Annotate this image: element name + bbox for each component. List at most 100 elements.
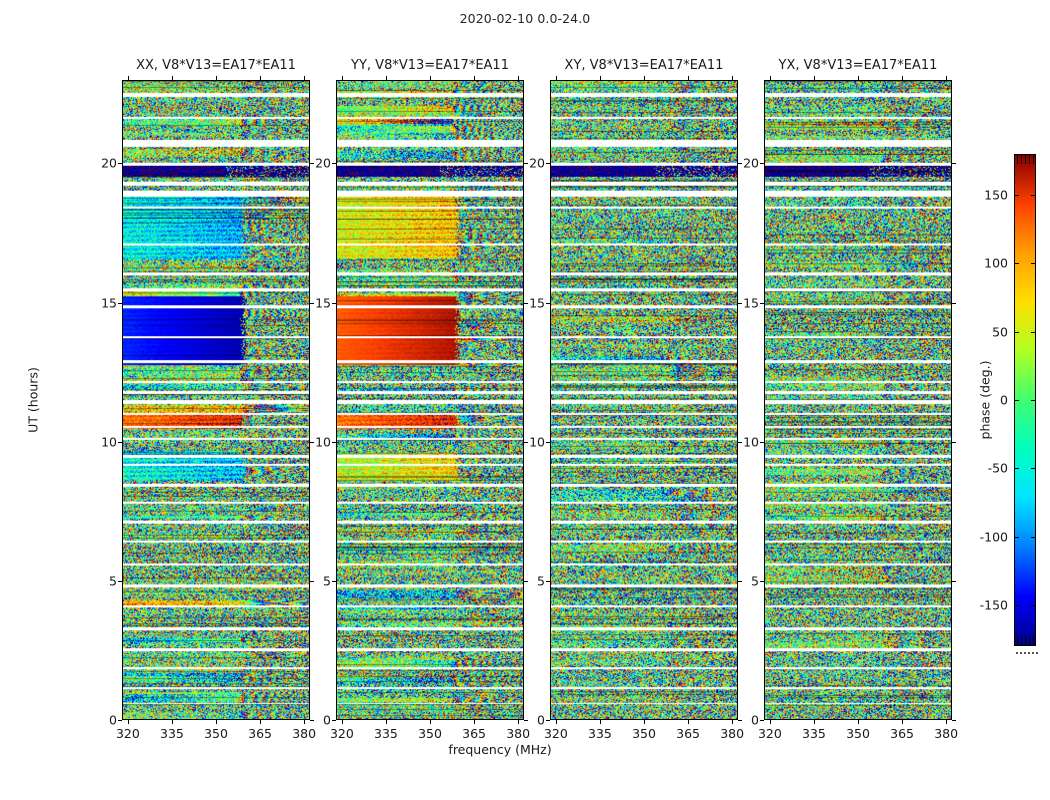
panel-title-yx: YX, V8*V13=EA17*EA11 bbox=[778, 58, 938, 73]
x-tick-mark bbox=[555, 76, 557, 80]
colorbar-tick-mark bbox=[1031, 195, 1036, 196]
y-tick-mark bbox=[310, 163, 314, 165]
x-tick-mark bbox=[385, 76, 387, 80]
y-tick-mark bbox=[118, 580, 122, 582]
y-tick-mark bbox=[738, 580, 742, 582]
y-tick-mark bbox=[332, 720, 336, 721]
y-tick-mark bbox=[952, 441, 956, 443]
x-tick-label: 365 bbox=[676, 726, 700, 741]
colorbar-tick-label: 50 bbox=[992, 324, 1008, 340]
plot-panel-xy[interactable]: XY, V8*V13=EA17*EA11 0 5 10 15 20 320 335 350 36… bbox=[529, 58, 744, 741]
y-tick-mark bbox=[738, 163, 742, 165]
y-tick-mark bbox=[952, 163, 956, 165]
axes-yy[interactable] bbox=[336, 80, 524, 720]
y-tick-mark bbox=[332, 441, 336, 443]
x-tick-mark bbox=[127, 76, 129, 80]
y-tick-mark bbox=[310, 580, 314, 582]
y-tick-label: 20 bbox=[743, 155, 759, 171]
x-tick-mark bbox=[341, 76, 343, 80]
y-tick-mark bbox=[118, 441, 122, 443]
colorbar-underflow-dots bbox=[1014, 651, 1038, 655]
y-tick-label: 0 bbox=[537, 712, 545, 728]
colorbar-tick-mark bbox=[1014, 195, 1019, 196]
y-tick-label: 5 bbox=[751, 573, 759, 589]
y-tick-mark bbox=[738, 720, 742, 721]
x-tick-label: 380 bbox=[720, 726, 745, 741]
y-tick-mark bbox=[332, 580, 336, 582]
x-tick-mark bbox=[946, 720, 948, 724]
x-tick-mark bbox=[518, 720, 520, 724]
colorbar-bottom-hatch bbox=[1014, 636, 1036, 646]
y-tick-label: 15 bbox=[315, 295, 331, 311]
y-tick-mark bbox=[546, 163, 550, 165]
colorbar-tick-mark bbox=[1031, 263, 1036, 265]
x-tick-mark bbox=[555, 720, 557, 724]
y-tick-mark bbox=[524, 720, 528, 721]
x-tick-mark bbox=[813, 76, 815, 80]
x-tick-label: 320 bbox=[115, 726, 140, 741]
colorbar-tick-mark bbox=[1014, 400, 1019, 401]
x-tick-mark bbox=[304, 720, 306, 724]
x-tick-label: 320 bbox=[543, 726, 568, 741]
x-tick-mark bbox=[599, 720, 601, 724]
x-tick-mark bbox=[260, 720, 262, 724]
x-tick-mark bbox=[688, 720, 690, 724]
axes-xx[interactable] bbox=[122, 80, 310, 720]
x-tick-mark bbox=[688, 76, 690, 80]
x-tick-mark bbox=[341, 720, 343, 724]
y-tick-label: 10 bbox=[743, 434, 759, 450]
x-tick-mark bbox=[813, 720, 815, 724]
panel-title-xx: XX, V8*V13=EA17*EA11 bbox=[136, 58, 296, 73]
x-tick-mark bbox=[644, 76, 645, 80]
x-tick-mark bbox=[385, 720, 387, 724]
x-tick-mark bbox=[216, 76, 217, 80]
y-tick-mark bbox=[760, 302, 764, 304]
plot-panel-yx[interactable]: YX, V8*V13=EA17*EA11 0 5 10 15 20 320 335 350 36… bbox=[743, 58, 958, 741]
axes-yx[interactable] bbox=[764, 80, 952, 720]
x-tick-label: 335 bbox=[588, 726, 612, 741]
y-tick-label: 20 bbox=[315, 155, 331, 171]
x-tick-label: 350 bbox=[204, 726, 228, 741]
x-tick-mark bbox=[644, 720, 645, 724]
colorbar-tick-mark bbox=[1031, 536, 1036, 538]
y-tick-mark bbox=[310, 720, 314, 721]
colorbar-top-hatch bbox=[1014, 154, 1036, 164]
x-tick-label: 320 bbox=[329, 726, 354, 741]
heatmap-yy bbox=[337, 81, 523, 719]
x-tick-mark bbox=[732, 76, 734, 80]
x-tick-label: 335 bbox=[160, 726, 184, 741]
y-tick-mark bbox=[952, 302, 956, 304]
plot-panel-xx[interactable]: XX, V8*V13=EA17*EA11 0 5 10 15 20 320 335 350 36… bbox=[101, 58, 316, 741]
y-tick-label: 10 bbox=[529, 434, 545, 450]
x-tick-label: 350 bbox=[632, 726, 656, 741]
y-tick-mark bbox=[546, 441, 550, 443]
x-tick-label: 320 bbox=[757, 726, 782, 741]
colorbar[interactable]: 150 100 50 0 -50 -100 -150 bbox=[980, 154, 1038, 654]
y-tick-mark bbox=[546, 580, 550, 582]
x-tick-mark bbox=[127, 720, 129, 724]
axes-xy[interactable] bbox=[550, 80, 738, 720]
y-tick-label: 15 bbox=[743, 295, 759, 311]
y-tick-label: 15 bbox=[529, 295, 545, 311]
y-tick-mark bbox=[524, 580, 528, 582]
y-tick-mark bbox=[524, 302, 528, 304]
x-tick-mark bbox=[902, 720, 904, 724]
x-tick-label: 335 bbox=[802, 726, 826, 741]
heatmap-xy bbox=[551, 81, 737, 719]
x-axis-label: frequency (MHz) bbox=[448, 742, 552, 757]
x-tick-label: 380 bbox=[506, 726, 531, 741]
x-tick-mark bbox=[858, 76, 859, 80]
y-tick-mark bbox=[738, 302, 742, 304]
x-tick-mark bbox=[518, 76, 520, 80]
y-tick-mark bbox=[546, 302, 550, 304]
colorbar-tick-mark bbox=[1014, 536, 1019, 538]
y-tick-label: 0 bbox=[323, 712, 331, 728]
plot-panel-yy[interactable]: YY, V8*V13=EA17*EA11 0 5 10 15 20 320 335 350 36… bbox=[315, 58, 530, 741]
x-tick-label: 380 bbox=[934, 726, 959, 741]
x-tick-mark bbox=[732, 720, 734, 724]
y-axis-label: UT (hours) bbox=[25, 367, 41, 433]
colorbar-tick-mark bbox=[1031, 400, 1036, 401]
y-tick-mark bbox=[952, 720, 956, 721]
colorbar-tick-mark bbox=[1014, 263, 1019, 265]
colorbar-tick-mark bbox=[1031, 331, 1036, 333]
